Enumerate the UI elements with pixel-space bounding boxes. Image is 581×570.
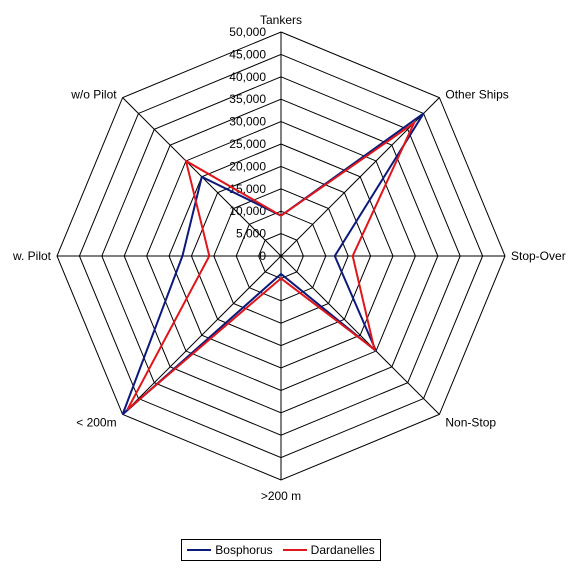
tick-label: 20,000 <box>229 159 266 173</box>
category-labels: Tankers Other Ships Stop-Over Non-Stop >200 … <box>12 13 566 503</box>
legend-swatch-bosphorus <box>187 549 212 551</box>
tick-label: 5,000 <box>236 227 266 241</box>
tick-label: 45,000 <box>229 47 266 61</box>
legend-label-dardanelles: Dardanelles <box>310 543 375 557</box>
category-label-200-m: >200 m <box>261 489 301 503</box>
radar-series <box>121 112 425 416</box>
tick-label: 25,000 <box>229 137 266 151</box>
legend: Bosphorus Dardanelles <box>181 539 381 561</box>
legend-label-bosphorus: Bosphorus <box>215 543 273 557</box>
series-line-dardanelles <box>126 120 417 411</box>
legend-swatch-dardanelles <box>282 549 307 551</box>
tick-label: 30,000 <box>229 115 266 129</box>
grid-spoke <box>122 255 282 415</box>
tick-label: 0 <box>259 249 266 263</box>
category-label-tankers: Tankers <box>260 13 302 27</box>
category-label-w-pilot: w. Pilot <box>12 249 52 263</box>
tick-label: 40,000 <box>229 70 266 84</box>
legend-item-bosphorus: Bosphorus <box>187 543 273 557</box>
category-label-other-ships: Other Ships <box>445 88 508 102</box>
legend-item-dardanelles: Dardanelles <box>282 543 375 557</box>
radial-tick-labels: 05,00010,00015,00020,00025,00030,00035,0… <box>229 25 266 263</box>
tick-label: 35,000 <box>229 92 266 106</box>
category-label-200m: < 200m <box>76 415 116 429</box>
tick-label: 50,000 <box>229 25 266 39</box>
tick-label: 10,000 <box>229 204 266 218</box>
category-label-stop-over: Stop-Over <box>511 249 566 263</box>
grid-spoke <box>280 255 440 415</box>
category-label-non-stop: Non-Stop <box>445 415 496 429</box>
category-label-w-o-pilot: w/o Pilot <box>70 88 117 102</box>
